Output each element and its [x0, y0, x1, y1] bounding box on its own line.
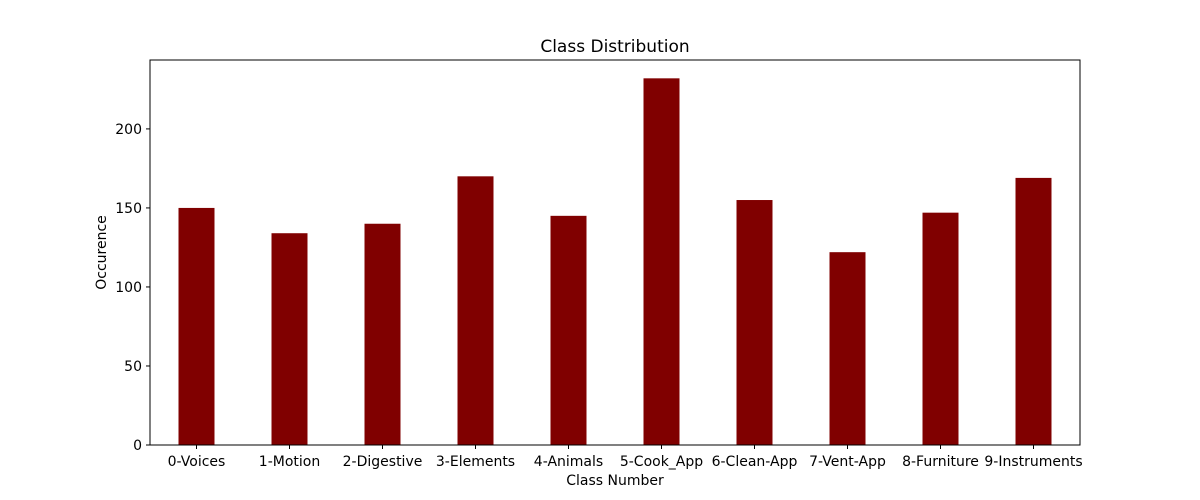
x-tick-label: 5-Cook_App — [620, 454, 703, 470]
bar-7-vent-app — [829, 252, 866, 445]
y-axis: 0 50 100 150 200 — [115, 122, 150, 454]
bar-3-elements — [457, 176, 494, 445]
bar-8-furniture — [922, 212, 959, 445]
chart-title: Class Distribution — [540, 37, 689, 57]
y-axis-label: Occurence — [94, 215, 110, 290]
y-tick-label: 0 — [133, 438, 142, 454]
bars-layer — [178, 78, 1052, 445]
x-tick-label: 3-Elements — [436, 454, 515, 470]
bar-0-voices — [178, 207, 215, 445]
x-tick-label: 4-Animals — [534, 454, 603, 470]
x-tick-label: 0-Voices — [168, 454, 226, 470]
y-tick-label: 50 — [124, 359, 142, 375]
bar-9-instruments — [1015, 177, 1052, 445]
bar-5-cook-app — [643, 78, 680, 445]
plot-frame — [149, 59, 1081, 446]
bar-6-clean-app — [736, 200, 773, 445]
bar-4-animals — [550, 215, 587, 445]
bar-2-digestive — [364, 223, 401, 445]
bar-1-motion — [271, 233, 308, 445]
x-tick-label: 8-Furniture — [902, 454, 979, 470]
x-tick-label: 1-Motion — [259, 454, 320, 470]
x-tick-label: 2-Digestive — [343, 454, 423, 470]
x-axis-label: Class Number — [566, 473, 664, 489]
y-tick-label: 100 — [115, 280, 142, 296]
x-axis: 0-Voices 1-Motion 2-Digestive 3-Elements 4-A… — [168, 445, 1083, 470]
y-tick-label: 150 — [115, 201, 142, 217]
x-tick-label: 7-Vent-App — [809, 454, 886, 470]
y-tick-label: 200 — [115, 122, 142, 138]
x-tick-label: 6-Clean-App — [712, 454, 798, 470]
x-tick-label: 9-Instruments — [984, 454, 1082, 470]
